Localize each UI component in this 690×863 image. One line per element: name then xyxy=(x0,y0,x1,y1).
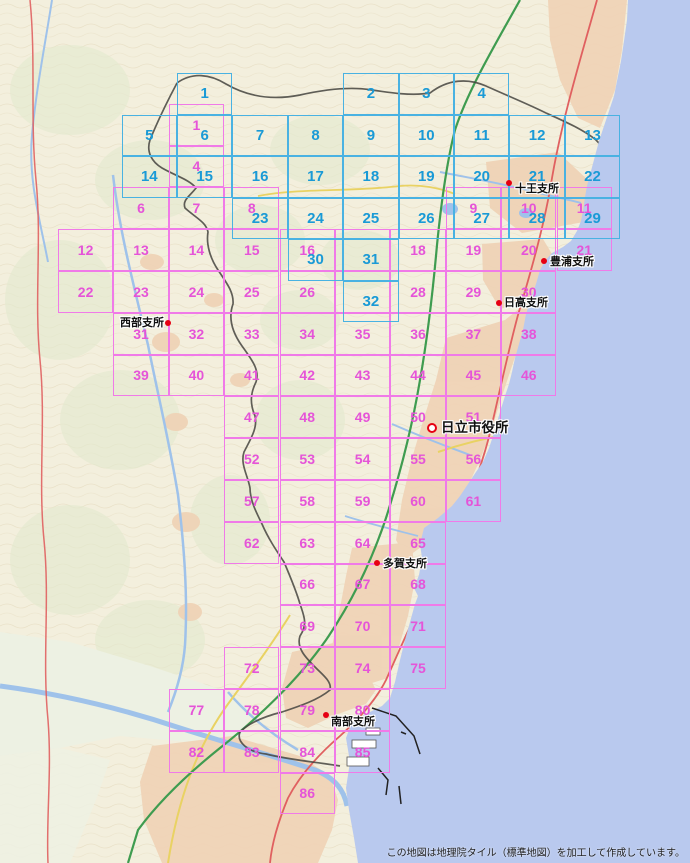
branch-office-marker xyxy=(506,180,512,186)
map-attribution: この地図は地理院タイル（標準地図）を加工して作成しています。 xyxy=(386,848,685,859)
rivers xyxy=(0,0,582,807)
place-label: 南部支所 xyxy=(331,716,375,728)
place-label: 日高支所 xyxy=(504,297,548,309)
place-label: 西部支所 xyxy=(120,317,164,329)
place-label: 多賀支所 xyxy=(383,558,427,570)
road-yellow xyxy=(257,184,456,197)
place-label: 豊浦支所 xyxy=(550,256,594,268)
branch-office-marker xyxy=(374,560,380,566)
branch-office-marker xyxy=(541,258,547,264)
branch-office-marker xyxy=(323,712,329,718)
place-label: 日立市役所 xyxy=(441,420,509,435)
branch-office-marker xyxy=(165,320,171,326)
branch-office-marker xyxy=(496,300,502,306)
road-red xyxy=(29,0,51,863)
paddy-plain xyxy=(0,632,252,863)
place-label: 十王支所 xyxy=(515,183,559,195)
city-hall-marker xyxy=(427,423,437,433)
city-boundary xyxy=(147,74,618,767)
